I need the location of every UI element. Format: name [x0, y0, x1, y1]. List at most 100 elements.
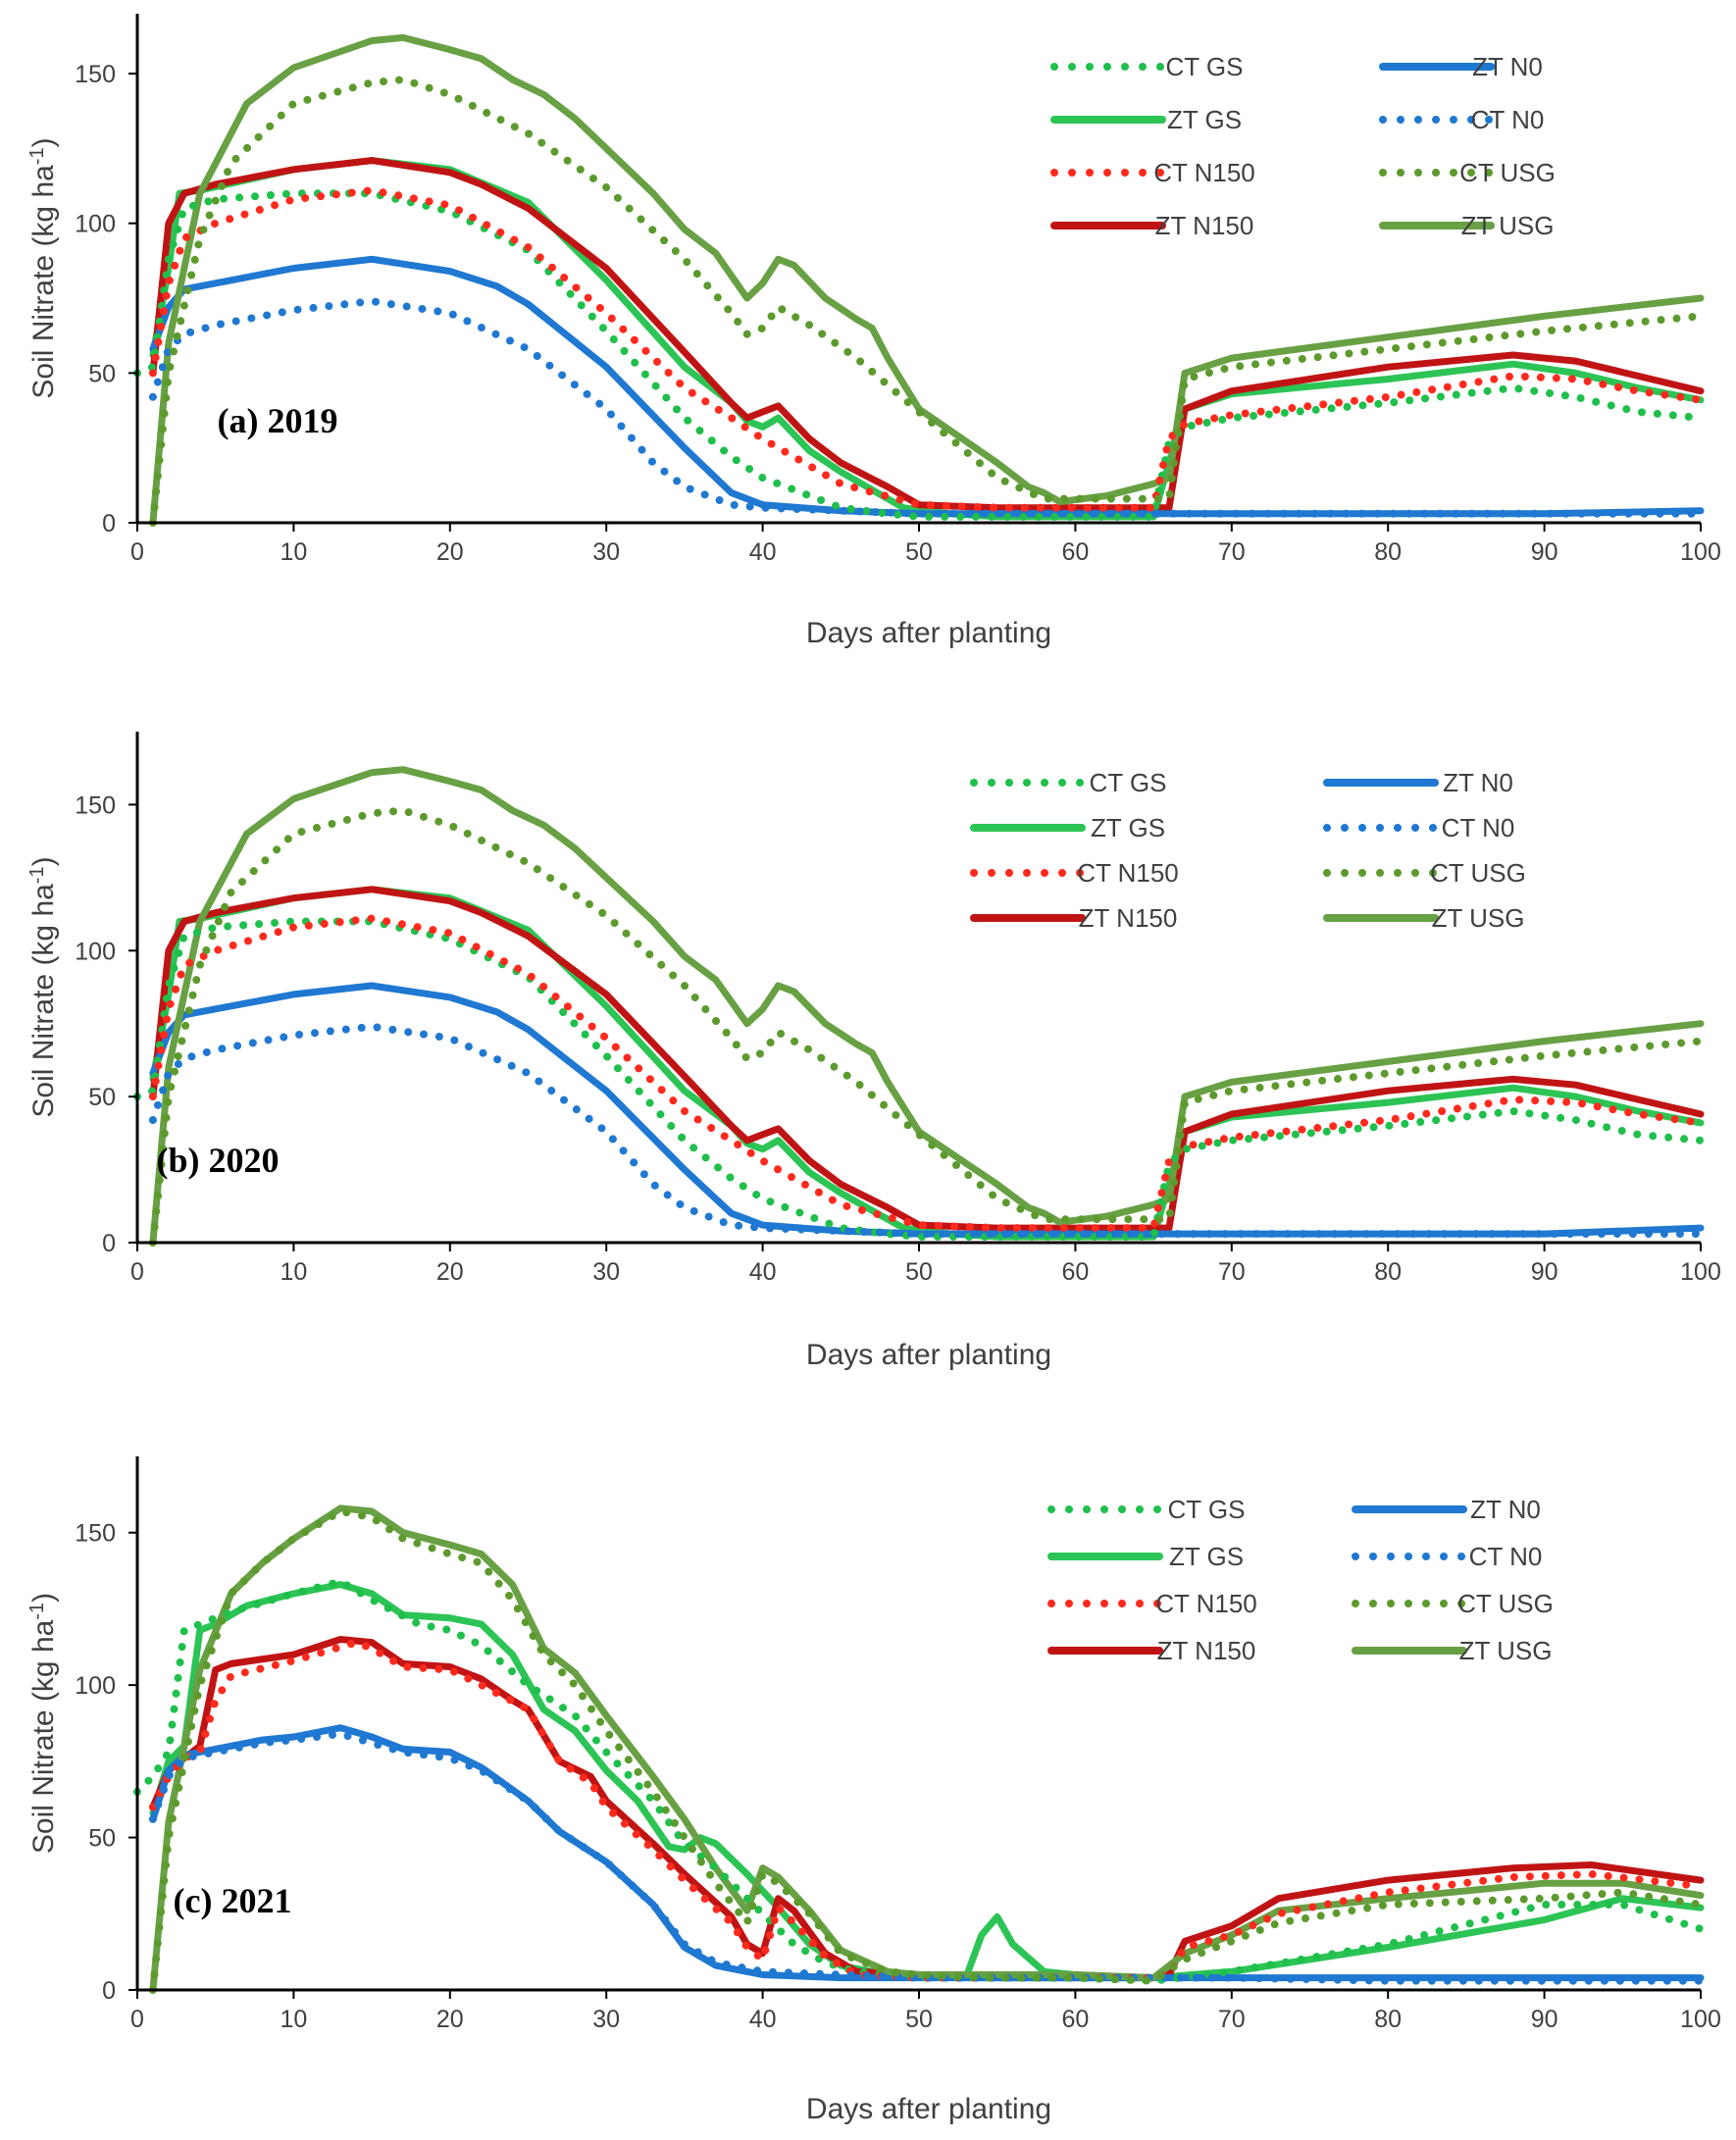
panel-label: (a) 2019: [218, 401, 338, 440]
panel-label: (c) 2021: [174, 1881, 292, 1920]
x-tick-label: 80: [1374, 1258, 1402, 1286]
legend-label: ZT USG: [1432, 903, 1525, 933]
x-tick-label: 20: [436, 538, 464, 566]
legend-label: CT N150: [1155, 1589, 1257, 1618]
legend-label: CT GS: [1090, 768, 1167, 797]
legend-label: CT GS: [1166, 52, 1244, 81]
series-line-ct-n0: [148, 1022, 1705, 1239]
legend: CT GS ZT GS CT N150 ZT N150 ZT N0 CT N0 CT USG…: [1050, 52, 1556, 240]
x-tick-label: 100: [1680, 1258, 1721, 1286]
x-tick-label: 90: [1531, 2006, 1558, 2033]
y-tick-label: 50: [88, 1084, 116, 1111]
y-tick-label: 0: [102, 1230, 116, 1257]
series-line-ct-n0: [148, 1729, 1705, 1985]
x-axis-title: Days after planting: [806, 617, 1051, 649]
x-tick-label: 0: [130, 2006, 144, 2033]
x-tick-label: 20: [436, 1258, 464, 1286]
x-tick-label: 60: [1061, 1258, 1089, 1286]
series-line-ct-gs: [133, 189, 1705, 521]
legend-label: ZT N150: [1079, 903, 1178, 933]
chart-panel-3: 0 10 20 30 40 50 60 70 80 90 100 0 50 100 150 Days afte…: [26, 1456, 1721, 2125]
x-tick-label: 90: [1531, 1258, 1558, 1286]
y-tick-label: 150: [75, 61, 116, 88]
legend-label: ZT N0: [1443, 768, 1513, 797]
legend: CT GS ZT GS CT N150 ZT N150 ZT N0 CT N0 CT USG…: [970, 768, 1526, 933]
legend: CT GS ZT GS CT N150 ZT N150 ZT N0 CT N0 CT USG…: [1047, 1495, 1554, 1665]
series-line-zt-n150: [149, 886, 1705, 1232]
legend-label: ZT N150: [1155, 211, 1254, 240]
y-tick-label: 150: [75, 791, 116, 819]
series-line-zt-n150: [149, 1636, 1705, 1982]
legend-label: ZT GS: [1091, 813, 1165, 842]
y-tick-label: 100: [75, 938, 116, 965]
x-tick-label: 50: [905, 1258, 933, 1286]
series-line-ct-n150: [148, 186, 1705, 512]
x-tick-label: 100: [1680, 538, 1721, 566]
series-line-zt-usg: [149, 766, 1705, 1247]
legend-label: ZT N150: [1157, 1636, 1256, 1665]
legend-label: CT N150: [1077, 858, 1179, 888]
legend-label: CT USG: [1459, 158, 1556, 187]
x-tick-label: 90: [1531, 538, 1558, 566]
y-tick-label: 50: [88, 1825, 116, 1853]
legend-label: ZT N0: [1472, 52, 1543, 81]
series-line-ct-usg: [148, 1507, 1705, 1994]
legend-label: CT N0: [1471, 105, 1545, 134]
series-line-zt-n0: [149, 982, 1705, 1238]
x-tick-label: 0: [130, 538, 144, 566]
y-axis-title: Soil Nitrate (kg ha-1): [26, 1593, 60, 1854]
series-line-ct-gs: [133, 917, 1705, 1241]
legend-label: ZT GS: [1169, 1542, 1244, 1571]
legend-label: CT USG: [1457, 1589, 1554, 1618]
x-axis-title: Days after planting: [806, 1339, 1051, 1371]
legend-label: CT N0: [1469, 1542, 1543, 1571]
x-tick-label: 10: [280, 1258, 307, 1286]
y-tick-label: 50: [88, 360, 116, 387]
x-tick-label: 60: [1061, 2006, 1089, 2033]
x-tick-label: 70: [1218, 538, 1246, 566]
legend-label: CT N0: [1442, 813, 1515, 842]
x-tick-label: 50: [905, 2006, 933, 2033]
x-tick-label: 60: [1061, 538, 1089, 566]
legend-label: ZT USG: [1461, 211, 1555, 240]
x-tick-label: 70: [1218, 2006, 1246, 2033]
series-line-zt-usg: [149, 33, 1705, 527]
series-line-ct-usg: [148, 806, 1705, 1247]
series-line-ct-n0: [148, 297, 1705, 518]
x-tick-label: 80: [1374, 538, 1402, 566]
x-tick-label: 10: [280, 2006, 307, 2033]
legend-label: ZT N0: [1470, 1495, 1541, 1524]
y-axis-title: Soil Nitrate (kg ha-1): [26, 137, 60, 398]
x-tick-label: 30: [592, 2006, 620, 2033]
series-line-ct-n150: [148, 1638, 1705, 1982]
series-line-zt-n0: [149, 255, 1705, 518]
panel-label: (b) 2020: [157, 1141, 280, 1180]
legend-label: ZT USG: [1459, 1636, 1553, 1665]
x-tick-label: 40: [749, 1258, 777, 1286]
y-tick-label: 150: [75, 1520, 116, 1548]
y-tick-label: 0: [102, 1977, 116, 2005]
y-tick-label: 100: [75, 211, 116, 238]
chart-panel-1: 0 10 20 30 40 50 60 70 80 90 100 0 50 100 150 Days afte…: [26, 14, 1721, 649]
legend-label: CT GS: [1168, 1495, 1246, 1524]
x-tick-label: 30: [592, 538, 620, 566]
x-tick-label: 20: [436, 2006, 464, 2033]
y-axis-title: Soil Nitrate (kg ha-1): [26, 856, 60, 1117]
x-tick-label: 70: [1218, 1258, 1246, 1286]
series-line-zt-n0: [149, 1724, 1705, 1982]
y-tick-label: 0: [102, 510, 116, 537]
x-tick-label: 0: [130, 1258, 144, 1286]
x-tick-label: 40: [749, 2006, 777, 2033]
x-tick-label: 40: [749, 538, 777, 566]
legend-label: CT N150: [1153, 158, 1255, 187]
x-tick-label: 80: [1374, 2006, 1402, 2033]
legend-label: CT USG: [1430, 858, 1526, 888]
y-tick-label: 100: [75, 1672, 116, 1700]
x-tick-label: 10: [280, 538, 307, 566]
x-tick-label: 100: [1680, 2006, 1721, 2033]
x-tick-label: 30: [592, 1258, 620, 1286]
series-line-ct-usg: [148, 76, 1705, 527]
chart-panel-2: 0 10 20 30 40 50 60 70 80 90 100 0 50 100 150 Days afte…: [26, 732, 1721, 1371]
series-line-zt-usg: [149, 1504, 1705, 1994]
